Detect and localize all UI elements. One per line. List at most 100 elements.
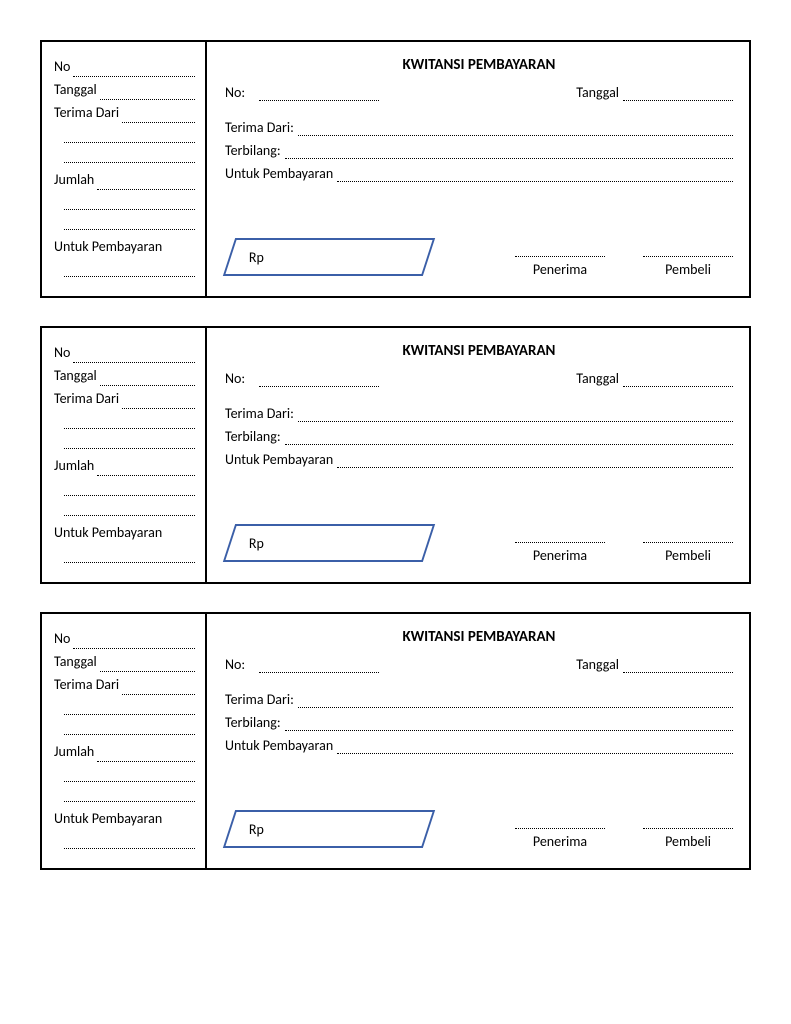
- main-tanggal-field[interactable]: [623, 661, 733, 673]
- main-terbilang-row: Terbilang:: [225, 428, 733, 445]
- signature-penerima: Penerima: [515, 529, 605, 564]
- stub-tanggal-row: Tanggal: [54, 651, 195, 672]
- main-untuk-pembayaran-field[interactable]: [337, 456, 733, 468]
- receipt-title: KWITANSI PEMBAYARAN: [225, 56, 733, 74]
- main-terima-dari-label: Terima Dari:: [225, 691, 298, 708]
- stub-terima-dari-field[interactable]: [122, 683, 195, 695]
- amount-prefix: Rp: [231, 821, 264, 838]
- main-terima-dari-row: Terima Dari:: [225, 405, 733, 422]
- stub-blank-line[interactable]: [64, 149, 195, 163]
- main-terima-dari-label: Terima Dari:: [225, 119, 298, 136]
- main-no-field[interactable]: [259, 89, 379, 101]
- main-tanggal-label: Tanggal: [576, 656, 623, 673]
- stub-jumlah-field[interactable]: [97, 750, 195, 762]
- signature-pembeli-label: Pembeli: [643, 547, 733, 564]
- receipt-stub: No Tanggal Terima Dari Jumlah Untuk Pemb…: [42, 42, 207, 296]
- signature-area: Penerima Pembeli: [515, 243, 733, 278]
- stub-blank-line[interactable]: [64, 855, 195, 869]
- stub-terima-dari-field[interactable]: [122, 111, 195, 123]
- receipt-main: KWITANSI PEMBAYARAN No: Tanggal Terima D…: [207, 614, 749, 868]
- stub-blank-line[interactable]: [64, 216, 195, 230]
- main-untuk-pembayaran-row: Untuk Pembayaran: [225, 451, 733, 468]
- signature-pembeli-line[interactable]: [643, 815, 733, 829]
- stub-blank-line[interactable]: [64, 721, 195, 735]
- main-tanggal-field[interactable]: [623, 89, 733, 101]
- stub-no-field[interactable]: [73, 637, 195, 649]
- main-terbilang-field[interactable]: [285, 433, 733, 445]
- stub-blank-line[interactable]: [64, 502, 195, 516]
- stub-blank-line[interactable]: [64, 196, 195, 210]
- stub-terima-dari-row: Terima Dari: [54, 388, 195, 409]
- stub-blank-line[interactable]: [64, 788, 195, 802]
- main-untuk-pembayaran-field[interactable]: [337, 170, 733, 182]
- stub-no-label: No: [54, 56, 73, 77]
- stub-blank-line[interactable]: [64, 768, 195, 782]
- main-no-label: No:: [225, 84, 249, 101]
- stub-untuk-pembayaran-label: Untuk Pembayaran: [54, 236, 195, 257]
- receipt-main: KWITANSI PEMBAYARAN No: Tanggal Terima D…: [207, 328, 749, 582]
- stub-blank-line[interactable]: [64, 835, 195, 849]
- stub-tanggal-label: Tanggal: [54, 365, 100, 386]
- stub-jumlah-row: Jumlah: [54, 169, 195, 190]
- stub-jumlah-row: Jumlah: [54, 455, 195, 476]
- receipt-title: KWITANSI PEMBAYARAN: [225, 342, 733, 360]
- main-terbilang-field[interactable]: [285, 719, 733, 731]
- stub-no-field[interactable]: [73, 351, 195, 363]
- stub-terima-dari-field[interactable]: [122, 397, 195, 409]
- stub-tanggal-field[interactable]: [100, 660, 195, 672]
- stub-blank-line[interactable]: [64, 283, 195, 297]
- stub-blank-line[interactable]: [64, 701, 195, 715]
- signature-penerima-line[interactable]: [515, 529, 605, 543]
- main-terima-dari-field[interactable]: [298, 696, 733, 708]
- stub-jumlah-field[interactable]: [97, 464, 195, 476]
- amount-box[interactable]: Rp: [223, 524, 435, 562]
- stub-blank-line[interactable]: [64, 435, 195, 449]
- stub-blank-line[interactable]: [64, 415, 195, 429]
- main-no-field[interactable]: [259, 375, 379, 387]
- amount-prefix: Rp: [231, 249, 264, 266]
- main-terima-dari-field[interactable]: [298, 124, 733, 136]
- signature-pembeli-line[interactable]: [643, 529, 733, 543]
- receipt-main: KWITANSI PEMBAYARAN No: Tanggal Terima D…: [207, 42, 749, 296]
- stub-no-field[interactable]: [73, 65, 195, 77]
- main-tanggal-label: Tanggal: [576, 370, 623, 387]
- stub-no-row: No: [54, 56, 195, 77]
- main-terima-dari-label: Terima Dari:: [225, 405, 298, 422]
- stub-blank-line[interactable]: [64, 549, 195, 563]
- signature-area: Penerima Pembeli: [515, 815, 733, 850]
- stub-terima-dari-label: Terima Dari: [54, 388, 122, 409]
- stub-jumlah-field[interactable]: [97, 178, 195, 190]
- signature-penerima-line[interactable]: [515, 815, 605, 829]
- stub-blank-line[interactable]: [64, 263, 195, 277]
- stub-terima-dari-label: Terima Dari: [54, 674, 122, 695]
- stub-no-row: No: [54, 628, 195, 649]
- main-terbilang-row: Terbilang:: [225, 714, 733, 731]
- main-terima-dari-field[interactable]: [298, 410, 733, 422]
- main-untuk-pembayaran-field[interactable]: [337, 742, 733, 754]
- signature-penerima: Penerima: [515, 815, 605, 850]
- stub-tanggal-field[interactable]: [100, 374, 195, 386]
- signature-penerima-line[interactable]: [515, 243, 605, 257]
- signature-pembeli-label: Pembeli: [643, 261, 733, 278]
- main-no-field[interactable]: [259, 661, 379, 673]
- stub-jumlah-label: Jumlah: [54, 741, 97, 762]
- stub-jumlah-label: Jumlah: [54, 169, 97, 190]
- main-terbilang-label: Terbilang:: [225, 714, 285, 731]
- signature-pembeli-line[interactable]: [643, 243, 733, 257]
- stub-blank-line[interactable]: [64, 569, 195, 583]
- stub-tanggal-label: Tanggal: [54, 79, 100, 100]
- amount-box[interactable]: Rp: [223, 238, 435, 276]
- stub-tanggal-field[interactable]: [100, 88, 195, 100]
- main-no-label: No:: [225, 656, 249, 673]
- main-terbilang-field[interactable]: [285, 147, 733, 159]
- amount-box[interactable]: Rp: [223, 810, 435, 848]
- stub-blank-line[interactable]: [64, 129, 195, 143]
- amount-prefix: Rp: [231, 535, 264, 552]
- main-terima-dari-row: Terima Dari:: [225, 119, 733, 136]
- stub-blank-line[interactable]: [64, 482, 195, 496]
- signature-penerima-label: Penerima: [515, 261, 605, 278]
- stub-terima-dari-row: Terima Dari: [54, 102, 195, 123]
- main-tanggal-field[interactable]: [623, 375, 733, 387]
- main-untuk-pembayaran-row: Untuk Pembayaran: [225, 737, 733, 754]
- main-tanggal-label: Tanggal: [576, 84, 623, 101]
